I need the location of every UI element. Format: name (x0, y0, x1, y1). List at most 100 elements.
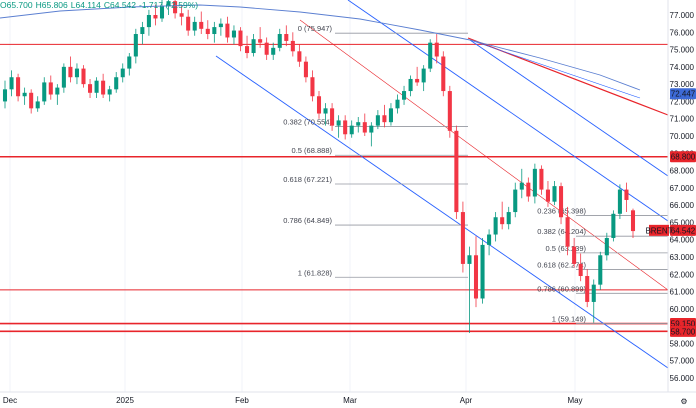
candle-body (146, 15, 151, 28)
candle-body (173, 1, 178, 14)
candle-body (513, 189, 518, 213)
candle-body (493, 217, 498, 235)
candle-body (473, 255, 479, 299)
candle-body (480, 244, 485, 299)
instrument-tag-badge (649, 224, 669, 236)
price-tick-label: 66.000 (670, 201, 695, 210)
candle-body (545, 189, 550, 202)
time-axis[interactable]: Dec 2025 Feb Mar Apr May ⚙ (0, 391, 696, 406)
price-tick-label: 58.000 (670, 339, 695, 348)
candle-body (402, 91, 407, 100)
candle-body (35, 101, 40, 109)
candle-body (388, 108, 393, 123)
candle-body (611, 213, 616, 238)
candle-body (310, 77, 315, 97)
candle-body (362, 122, 367, 133)
trend-line (469, 39, 641, 99)
time-tick-label: 2025 (116, 396, 134, 405)
time-tick-label: Apr (460, 396, 473, 405)
fib-level-label: 0.618 (67.221) (283, 175, 332, 184)
candle-body (316, 96, 322, 114)
trend-line (469, 39, 669, 177)
trend-line (347, 0, 669, 222)
candle-body (552, 186, 557, 202)
settings-gear-icon[interactable]: ⚙ (680, 397, 687, 406)
candle-body (133, 34, 138, 57)
candle-body (68, 66, 73, 78)
candle-body (297, 51, 302, 62)
candle-body (369, 125, 374, 133)
candle-body (81, 68, 86, 85)
price-tick-label: 76.000 (670, 28, 695, 37)
candle-body (264, 42, 269, 55)
price-tick-label: 64.000 (670, 236, 695, 245)
price-tag-badge (670, 325, 696, 337)
ohlc-low: L64.114 (70, 0, 101, 10)
candle-body (231, 30, 236, 38)
candle-body (199, 21, 204, 29)
candle-body (604, 237, 609, 256)
price-tick-label: 60.000 (670, 305, 695, 314)
candle-body (408, 78, 413, 92)
candle-body (205, 28, 210, 35)
candle-body (434, 42, 439, 57)
candle-body (127, 56, 132, 69)
price-tag-label: 64.542 (671, 226, 696, 235)
price-tag-label: 72.447 (671, 90, 696, 99)
candle-body (192, 21, 197, 31)
price-tick-label: 61.000 (670, 288, 695, 297)
candle-body (428, 42, 433, 69)
candle-body (140, 27, 145, 35)
candle-body (218, 23, 223, 28)
candlestick-series[interactable] (2, 0, 636, 334)
time-tick-label: May (567, 396, 582, 405)
candle-body (22, 92, 27, 97)
candle-body (323, 108, 328, 114)
candle-body (42, 82, 47, 102)
candle-body (382, 115, 387, 123)
price-tag-badge (670, 88, 696, 100)
candle-body (539, 168, 544, 190)
candle-body (343, 120, 348, 135)
candle-body (29, 92, 34, 109)
fib-level-label: 1 (61.828) (298, 268, 333, 277)
candle-body (166, 1, 171, 7)
price-tag-label: 58.700 (671, 327, 696, 336)
candle-body (120, 68, 125, 78)
price-tick-label: 63.000 (670, 253, 695, 262)
grid-lines (9, 0, 576, 392)
fib-level-label: 0.786 (60.899) (537, 284, 586, 293)
fib-level-label: 0.5 (68.888) (292, 146, 333, 155)
candle-body (290, 40, 295, 52)
ohlc-high: H65.806 (35, 0, 68, 10)
candle-body (375, 115, 380, 126)
candle-body (186, 16, 191, 31)
ohlc-change: -1.717 (-2.59%) (139, 0, 199, 10)
price-tag-badge (670, 224, 696, 236)
candle-body (500, 217, 505, 225)
candle-body (441, 56, 446, 92)
fib-level-label: 0.5 (63.239) (546, 244, 587, 253)
candle-body (2, 89, 8, 102)
candle-body (88, 84, 93, 93)
candle-body (251, 39, 256, 54)
candle-body (395, 99, 400, 109)
fib-level-label: 0.786 (64.849) (283, 216, 332, 225)
candle-body (630, 210, 636, 232)
moving-average (0, 4, 641, 91)
time-tick-label: Feb (235, 396, 249, 405)
price-axis[interactable]: 77.000 76.000 75.000 74.000 73.000 72.000 71.0… (667, 0, 695, 392)
candle-body (598, 255, 603, 285)
candle-body (114, 77, 119, 90)
candle-body (284, 34, 289, 41)
candle-body (460, 212, 465, 264)
candle-body (153, 15, 158, 19)
candle-body (245, 46, 250, 54)
candle-body (238, 30, 243, 47)
candle-body (578, 263, 583, 277)
candle-body (526, 182, 531, 197)
price-tick-label: 57.000 (670, 357, 695, 366)
